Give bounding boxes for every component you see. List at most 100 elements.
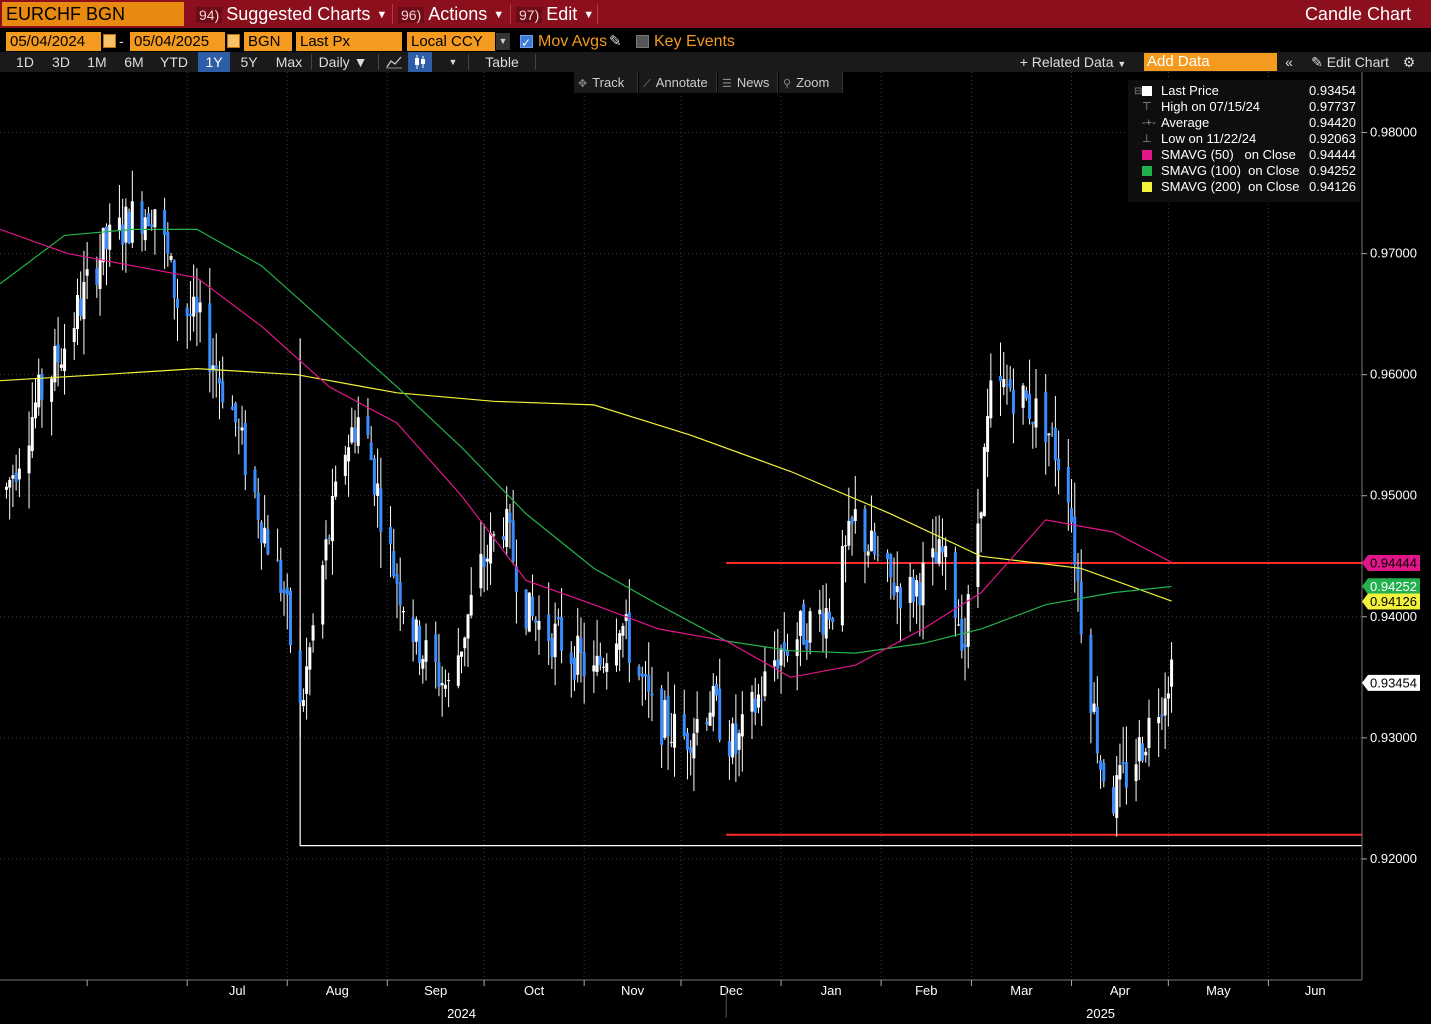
candle-body [889, 554, 893, 578]
candle-body [259, 522, 263, 543]
ticker-field[interactable]: EURCHF BGN Curncy [2, 2, 184, 48]
candle-body [537, 620, 541, 630]
candle-body [440, 683, 444, 686]
track-tool[interactable]: ✥ Track [574, 72, 638, 93]
annotate-tool[interactable]: ⟋ Annotate [639, 72, 717, 93]
candle-body [1099, 760, 1103, 770]
x-tick-label: May [1206, 983, 1231, 998]
candle-body [963, 643, 967, 648]
source-field[interactable]: BGN [244, 32, 292, 51]
candle-body [921, 562, 925, 606]
candle-chart-icon[interactable] [408, 52, 432, 72]
candle-body [898, 587, 902, 609]
legend-label: SMAVG (100) on Close [1161, 163, 1300, 178]
candle-body [821, 612, 825, 635]
candle-body [40, 374, 44, 400]
candle-body [414, 619, 418, 642]
magnifier-icon: ⚲ [783, 78, 792, 90]
chart-type-label: Candle Chart [1304, 4, 1411, 24]
range-5y[interactable]: 5Y [240, 54, 258, 70]
key-events-label[interactable]: Key Events [654, 33, 735, 50]
candle-body [727, 741, 731, 757]
edit-menu[interactable]: 97) Edit ▼ [516, 2, 594, 26]
range-3d[interactable]: 3D [52, 54, 70, 70]
field-selector[interactable]: Last Px [296, 32, 402, 51]
candle-body [934, 552, 938, 564]
mov-avgs-label[interactable]: Mov Avgs [538, 33, 608, 50]
suggested-charts-menu[interactable]: 94) Suggested Charts ▼ [196, 2, 387, 26]
menu-divider [392, 4, 393, 24]
chevron-down-icon: ▼ [493, 9, 505, 21]
end-date-field[interactable]: 05/04/2025 [130, 32, 225, 51]
line-chart-icon[interactable] [382, 52, 406, 72]
currency-field[interactable]: Local CCY [407, 32, 495, 51]
range-1m[interactable]: 1M [87, 54, 107, 70]
calendar-icon[interactable] [227, 34, 240, 48]
candle-body [999, 375, 1003, 382]
chevron-down-icon[interactable]: ▼ [496, 33, 510, 50]
candle-body [763, 671, 767, 697]
collapse-icon[interactable]: « [1285, 54, 1293, 70]
price-chart[interactable]: 0.92000 0.93000 0.94000 0.95000 0.96000 0.970… [0, 72, 1431, 1024]
candle-body [195, 296, 199, 313]
news-tool[interactable]: ☰ News [718, 72, 778, 93]
range-1d[interactable]: 1D [16, 54, 34, 70]
mov-avgs-checkbox[interactable]: ✓ [520, 35, 533, 50]
range-max[interactable]: Max [275, 54, 303, 70]
candle-body [17, 468, 21, 480]
candle-body [776, 659, 780, 669]
legend-row-low: ⊥ Low on 11/22/24 0.92063 [1134, 131, 1356, 147]
candle-body [805, 640, 809, 650]
candle-body [576, 635, 580, 675]
candle-body [185, 307, 189, 317]
candle-body [695, 718, 699, 733]
candle-body [647, 675, 651, 692]
low-marker-icon: ⊥ [1142, 133, 1152, 145]
legend-label: SMAVG (200) on Close [1161, 179, 1300, 194]
range-6m[interactable]: 6M [124, 54, 144, 70]
collapse-legend-icon[interactable]: ⊟ [1134, 86, 1143, 97]
chart-style-dropdown-icon[interactable]: ▼ [448, 57, 458, 67]
legend-value: 0.92063 [1309, 131, 1356, 146]
table-button[interactable]: Table [485, 54, 519, 70]
related-data-button[interactable]: + Related Data ▼ [1010, 52, 1136, 72]
zoom-tool[interactable]: ⚲ Zoom [779, 72, 843, 93]
candle-body [773, 660, 777, 667]
gear-icon[interactable]: ⚙ [1402, 54, 1416, 70]
candle-body [456, 655, 460, 686]
candle-body [1102, 762, 1106, 782]
candle-body [124, 206, 128, 243]
candle-body [108, 224, 112, 250]
candle-body [863, 508, 867, 552]
pencil-icon[interactable]: ✎ [609, 33, 622, 50]
x-tick-label: Sep [424, 983, 447, 998]
candle-body [30, 417, 34, 452]
x-tick-label: Jul [229, 983, 246, 998]
candle-body [660, 688, 664, 745]
candle-body [1163, 698, 1167, 716]
candle-body [443, 684, 447, 689]
chevron-down-icon: ▼ [583, 9, 595, 21]
candle-body [685, 732, 689, 750]
add-data-input[interactable]: Add Data [1144, 53, 1277, 71]
date-range-separator: - [119, 33, 124, 49]
key-events-checkbox[interactable] [636, 35, 649, 48]
candle-body [940, 546, 944, 553]
frequency-select[interactable]: Daily ▼ [312, 52, 374, 72]
actions-menu[interactable]: 96) Actions ▼ [398, 2, 504, 26]
candle-body [172, 260, 176, 298]
range-ytd[interactable]: YTD [160, 54, 188, 70]
candle-body [979, 512, 983, 519]
candle-body [8, 479, 12, 488]
x-tick-label: Mar [1010, 983, 1033, 998]
news-label: News [736, 75, 770, 90]
candle-body [311, 625, 315, 641]
range-1y[interactable]: 1Y [198, 52, 230, 72]
start-date-field[interactable]: 05/04/2024 [6, 32, 101, 51]
candle-body [72, 328, 76, 343]
toolbar-divider [311, 54, 312, 70]
candle-body [731, 723, 735, 758]
candle-body [1002, 379, 1006, 388]
calendar-icon[interactable] [103, 34, 116, 48]
edit-chart-button[interactable]: ✎ Edit Chart [1302, 52, 1398, 72]
